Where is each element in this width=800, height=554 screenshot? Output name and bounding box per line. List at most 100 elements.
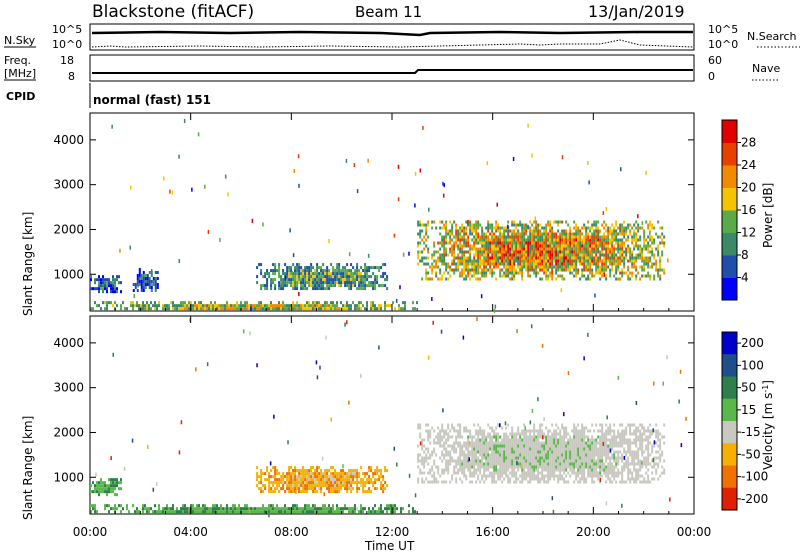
echo-cell — [501, 247, 504, 251]
echo-cell — [443, 235, 446, 239]
echo-cell — [513, 241, 516, 245]
echo-cell — [280, 275, 283, 279]
echo-cell — [479, 465, 482, 469]
echo-cell — [284, 510, 286, 514]
echo-cell — [511, 244, 514, 248]
echo-cell — [615, 444, 618, 448]
echo-cell — [298, 263, 301, 267]
echo-cell — [529, 441, 532, 445]
echo-cell — [557, 229, 560, 233]
echo-cell — [439, 256, 442, 260]
echo-cell — [294, 484, 297, 488]
echo-cell — [256, 510, 258, 514]
echo-cell — [402, 507, 404, 511]
echo-cell — [431, 453, 434, 457]
echo-cell — [659, 241, 662, 245]
echo-cell — [104, 487, 106, 491]
echo-cell — [348, 275, 351, 279]
echo-cell — [338, 281, 341, 285]
echo-cell — [595, 238, 598, 242]
noise-tick-left-bottom: 10^0 — [52, 38, 82, 51]
echo-cell — [218, 510, 220, 514]
echo-cell — [260, 269, 263, 273]
echo-cell — [96, 487, 98, 491]
echo-cell — [441, 226, 444, 230]
echo-cell — [611, 259, 614, 263]
echo-cell — [579, 480, 582, 484]
echo-cell — [336, 487, 339, 491]
echo-cell — [543, 241, 546, 245]
echo-cell — [619, 423, 622, 427]
echo-cell — [308, 469, 311, 473]
echo-cell — [94, 484, 96, 488]
echo-cell — [116, 290, 118, 294]
echo-cell — [244, 301, 246, 305]
echo-cell — [491, 262, 494, 266]
echo-cell — [100, 307, 102, 311]
echo-cell — [256, 281, 259, 285]
echo-cell — [561, 426, 564, 430]
echo-cell — [324, 484, 327, 488]
echo-cell — [336, 490, 339, 494]
echo-cell — [549, 465, 552, 469]
echo-cell — [547, 259, 550, 263]
echo-cell — [613, 229, 616, 233]
echo-cell — [274, 469, 277, 473]
echo-cell — [312, 475, 315, 479]
echo-cell — [503, 262, 506, 266]
echo-cell — [116, 304, 118, 308]
echo-cell — [419, 423, 422, 427]
echo-cell — [603, 468, 606, 472]
echo-cell — [362, 484, 365, 488]
echo-cell — [268, 504, 270, 508]
echo-cell — [459, 274, 462, 278]
echo-cell — [356, 487, 359, 491]
echo-cell — [332, 266, 335, 270]
echo-cell — [529, 471, 532, 475]
echo-cell — [507, 462, 510, 466]
echo-cell — [527, 438, 530, 442]
echo-cell — [443, 453, 446, 457]
echo-cell — [617, 268, 620, 272]
echo-cell — [641, 247, 644, 251]
echo-cell — [461, 223, 464, 227]
echo-cell — [579, 262, 582, 266]
echo-cell — [589, 453, 592, 457]
echo-cell — [326, 481, 329, 485]
echo-cell — [425, 274, 428, 278]
echo-cell — [611, 456, 614, 460]
echo-cell — [555, 444, 558, 448]
echo-cell — [503, 435, 506, 439]
echo-cell — [230, 307, 232, 311]
echo-cell — [441, 450, 444, 454]
echo-cell — [577, 438, 580, 442]
echo-cell — [120, 487, 122, 491]
echo-cell — [609, 441, 612, 445]
echo-cell — [539, 480, 542, 484]
echo-cell — [531, 232, 534, 236]
echo-cell — [350, 484, 353, 488]
echo-cell — [192, 507, 194, 511]
echo-cell — [262, 307, 264, 311]
echo-cell — [463, 250, 466, 254]
echo-cell — [453, 262, 456, 266]
echo-cell — [108, 487, 110, 491]
echo-cell — [386, 278, 389, 282]
echo-cell — [525, 453, 528, 457]
echo-cell — [601, 244, 604, 248]
echo-cell — [212, 304, 214, 308]
echo-cell — [561, 235, 564, 239]
echo-cell — [158, 510, 160, 514]
echo-cell — [541, 244, 544, 248]
echo-cell — [455, 241, 458, 245]
echo-cell — [499, 226, 502, 230]
echo-cell — [511, 253, 514, 257]
echo-cell — [308, 269, 311, 273]
echo-cell — [587, 459, 590, 463]
echo-cell — [501, 241, 504, 245]
echo-cell — [467, 250, 470, 254]
echo-speckle — [594, 293, 596, 298]
echo-cell — [461, 253, 464, 257]
echo-cell — [625, 271, 628, 275]
echo-cell — [539, 435, 542, 439]
